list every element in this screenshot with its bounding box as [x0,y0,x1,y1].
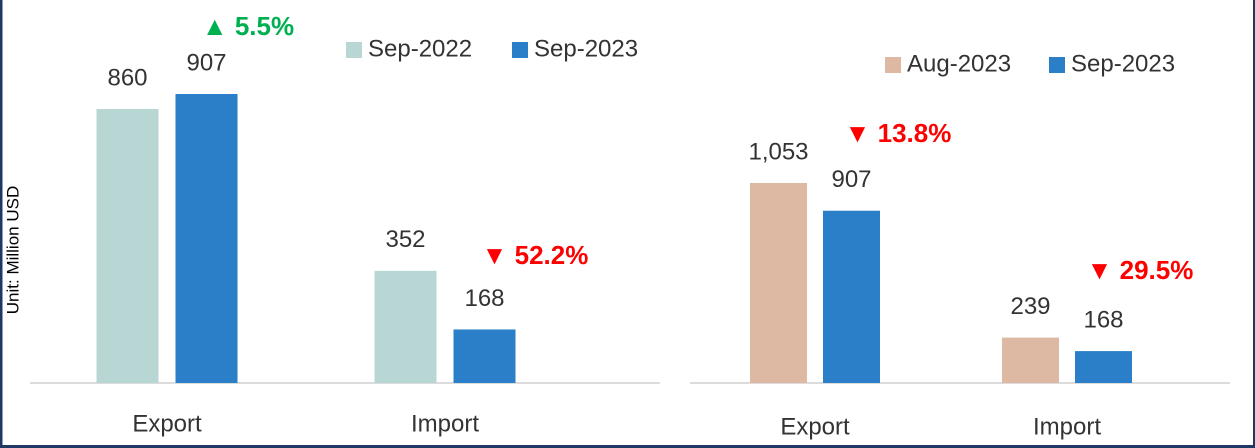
annotation: ▼ 13.8% [845,118,952,148]
x-tick-label: Import [411,410,479,437]
value-label: 1,053 [748,138,808,165]
annotation: ▼ 52.2% [482,240,589,270]
annotation: ▼ 29.5% [1087,255,1194,285]
legend-swatch [1049,57,1065,73]
bar [96,108,159,384]
bar [374,270,437,383]
value-label: 907 [186,49,226,76]
x-tick-label: Import [1033,413,1101,440]
value-label: 352 [385,226,425,253]
bar [1002,337,1059,383]
annotation: ▲ 5.5% [202,11,294,41]
legend-swatch [885,57,901,73]
bar [750,183,807,383]
value-label: 239 [1010,293,1050,320]
legend-swatch [512,42,528,58]
legend-label: Aug-2023 [907,50,1011,77]
legend-label: Sep-2023 [534,35,638,62]
y-axis-label: Unit: Million USD [3,186,22,314]
bar [175,94,238,383]
bar [1075,351,1132,383]
legend-label: Sep-2022 [368,35,472,62]
legend-swatch [346,42,362,58]
legend-label: Sep-2023 [1071,50,1175,77]
x-tick-label: Export [780,413,850,440]
x-tick-label: Export [132,410,202,437]
value-label: 907 [831,166,871,193]
bar [823,210,880,383]
value-label: 168 [464,285,504,312]
value-label: 168 [1083,306,1123,333]
bar [453,329,516,383]
value-label: 860 [107,64,147,91]
